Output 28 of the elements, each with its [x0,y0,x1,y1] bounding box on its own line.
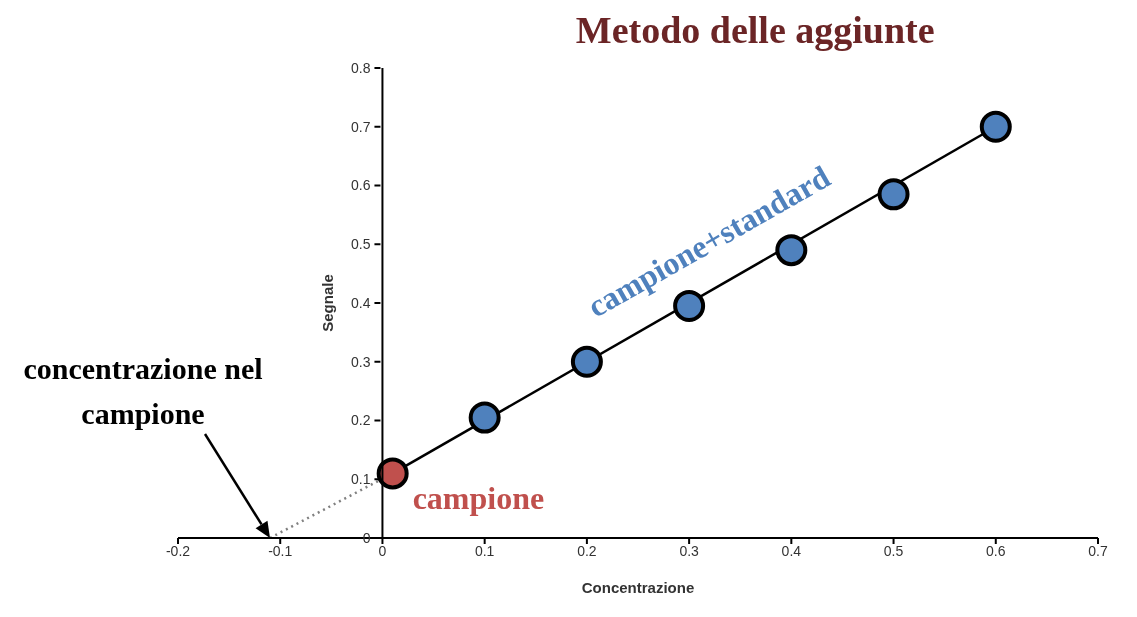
series-label: campione [412,480,545,517]
y-axis-title: Segnale [318,274,336,332]
y-tick-label: 0.7 [350,118,371,135]
y-tick-label: 0.1 [350,471,371,488]
y-tick-label: 0.3 [350,353,371,370]
point [376,457,409,490]
annotation: concentrazione nel campione [22,351,264,432]
x-tick-label: -0.2 [165,542,191,559]
point [570,345,603,378]
y-tick-label: 0.2 [350,412,371,429]
point [877,178,910,211]
x-tick-label: 0.2 [577,542,597,559]
x-tick-label: -0.1 [268,542,293,559]
y-tick-label: 0.5 [350,236,371,253]
x-axis-title: Concentrazione [581,579,695,596]
x-tick-label: 0.4 [781,542,802,559]
chart-title: Metodo delle aggiunte [574,8,936,51]
y-tick-label: 0.6 [350,177,371,194]
y-tick-label: 0.8 [350,59,371,76]
x-tick-label: 0.3 [679,542,700,559]
x-tick-label: 0.6 [986,542,1006,559]
x-tick-label: 0.7 [1088,542,1108,559]
x-tick-label: 0.5 [883,542,904,559]
x-tick-label: 0 [378,542,387,559]
x-tick-label: 0.1 [474,542,495,559]
y-tick-label: 0.4 [350,294,371,311]
point [979,110,1012,143]
point [468,401,501,434]
